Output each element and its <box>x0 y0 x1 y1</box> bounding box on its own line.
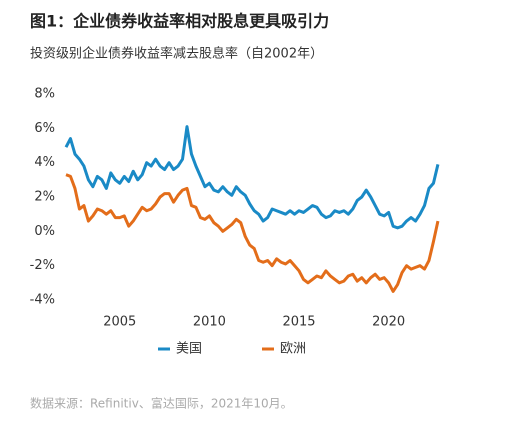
chart-title: 图1：企业债券收益率相对股息更具吸引力 <box>30 12 329 31</box>
y-tick-label: 0% <box>34 224 55 239</box>
y-tick-label: -4% <box>30 293 55 308</box>
legend-label: 欧洲 <box>280 342 306 357</box>
chart-subtitle: 投资级别企业债券收益率减去股息率（自2002年） <box>30 46 323 62</box>
y-tick-label: 6% <box>34 121 55 136</box>
series-line <box>64 125 440 230</box>
y-tick-label: 8% <box>34 87 55 102</box>
x-tick-label: 2005 <box>103 315 136 330</box>
x-tick-label: 2015 <box>282 315 315 330</box>
x-tick-label: 2020 <box>372 315 405 330</box>
series-line <box>65 173 440 293</box>
x-tick-label: 2010 <box>193 315 226 330</box>
y-tick-label: -2% <box>30 258 55 273</box>
legend-label: 美国 <box>176 342 202 357</box>
source-note: 数据来源：Refinitiv、富达国际，2021年10月。 <box>30 396 293 411</box>
y-tick-label: 2% <box>34 190 55 205</box>
y-tick-label: 4% <box>34 155 55 170</box>
